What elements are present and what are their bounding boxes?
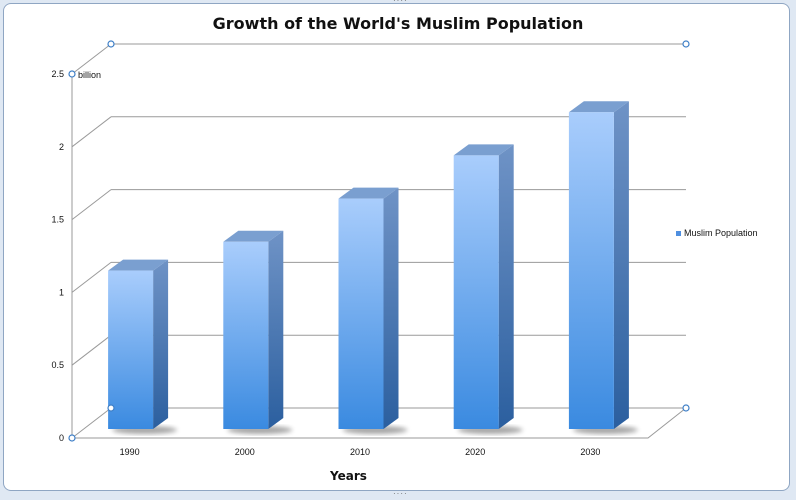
legend[interactable]: Muslim Population [676,228,758,238]
frame-resize-handle-top[interactable]: ···· [393,0,408,5]
bar [453,155,499,429]
gridline-side [71,334,112,366]
selection-handle[interactable] [68,70,76,78]
y-tick-label: 0.5 [51,360,64,370]
frame-resize-handle-bottom[interactable]: ···· [393,489,408,498]
gridline-side [71,43,112,75]
bar [223,241,269,429]
bar-side [268,230,284,429]
unit-label: billion [78,70,102,80]
bar-side [498,144,514,429]
bar [568,112,614,429]
bar-side [383,187,399,429]
gridline-side [71,407,112,439]
bar-side [153,259,169,429]
chart-title: Growth of the World's Muslim Population [212,14,584,33]
bar-side [613,101,629,429]
selection-handle[interactable] [682,404,690,412]
bar [108,270,154,429]
gridline-side [71,262,112,293]
y-tick-label: 2.5 [51,69,64,79]
bar-top [108,259,169,271]
y-tick-label: 2 [59,142,64,152]
selection-handle[interactable] [107,40,115,48]
x-tick-label: 2020 [465,447,485,457]
gridline-side [71,116,112,148]
floor-outline [72,407,687,439]
bar-top [453,144,514,156]
bar-top [223,230,284,242]
y-tick-label: 1 [59,287,64,297]
y-tick-label: 1.5 [51,215,64,225]
bar [338,198,384,429]
x-tick-label: 1990 [120,447,140,457]
x-tick-label: 2010 [350,447,370,457]
x-tick-label: 2030 [580,447,600,457]
selection-handle[interactable] [682,40,690,48]
x-tick-label: 2000 [235,447,255,457]
y-tick-label: 0 [59,433,64,443]
bar-top [568,101,629,113]
selection-handle[interactable] [68,434,76,442]
legend-label: Muslim Population [684,228,758,238]
selection-handle[interactable] [107,404,115,412]
legend-swatch [676,230,681,236]
gridline-side [71,189,112,220]
x-axis-title: Years [330,469,367,483]
bar-top [338,187,399,199]
